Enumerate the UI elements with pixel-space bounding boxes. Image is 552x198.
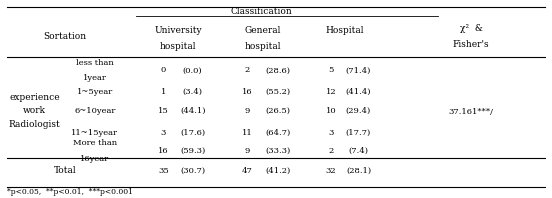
Text: 11~15year: 11~15year <box>71 129 119 137</box>
Text: 16: 16 <box>158 147 169 155</box>
Text: 35: 35 <box>158 167 169 175</box>
Text: (29.4): (29.4) <box>346 107 371 115</box>
Text: (59.3): (59.3) <box>180 147 205 155</box>
Text: Classification: Classification <box>230 7 292 16</box>
Text: Hospital: Hospital <box>326 26 364 35</box>
Text: 3: 3 <box>328 129 334 137</box>
Text: Sortation: Sortation <box>43 32 86 41</box>
Text: 2: 2 <box>245 67 250 74</box>
Text: 1~5year: 1~5year <box>77 88 113 96</box>
Text: (17.7): (17.7) <box>346 129 371 137</box>
Text: 12: 12 <box>326 88 336 96</box>
Text: (64.7): (64.7) <box>265 129 290 137</box>
Text: (3.4): (3.4) <box>183 88 203 96</box>
Text: experience: experience <box>9 93 60 102</box>
Text: (55.2): (55.2) <box>265 88 290 96</box>
Text: (41.2): (41.2) <box>265 167 290 175</box>
Text: 5: 5 <box>328 67 334 74</box>
Text: 0: 0 <box>161 67 166 74</box>
Text: work: work <box>23 106 46 115</box>
Text: Radiologist: Radiologist <box>9 120 60 129</box>
Text: (71.4): (71.4) <box>346 67 371 74</box>
Text: 3: 3 <box>161 129 166 137</box>
Text: 9: 9 <box>245 147 250 155</box>
Text: 16year: 16year <box>81 155 109 163</box>
Text: 1: 1 <box>161 88 166 96</box>
Text: University: University <box>155 26 202 35</box>
Text: 6~10year: 6~10year <box>74 107 115 115</box>
Text: 2: 2 <box>328 147 333 155</box>
Text: 1year: 1year <box>83 74 107 82</box>
Text: Fisher's: Fisher's <box>453 40 489 49</box>
Text: More than: More than <box>73 139 117 148</box>
Text: hospital: hospital <box>160 42 197 51</box>
Text: (0.0): (0.0) <box>183 67 203 74</box>
Text: (28.6): (28.6) <box>266 67 290 74</box>
Text: (7.4): (7.4) <box>348 147 368 155</box>
Text: (41.4): (41.4) <box>346 88 371 96</box>
Text: 32: 32 <box>326 167 336 175</box>
Text: (33.3): (33.3) <box>265 147 290 155</box>
Text: χ²  &: χ² & <box>460 24 482 33</box>
Text: (28.1): (28.1) <box>346 167 371 175</box>
Text: hospital: hospital <box>245 42 281 51</box>
Text: 37.161***/: 37.161***/ <box>449 108 493 116</box>
Text: (30.7): (30.7) <box>180 167 205 175</box>
Text: 10: 10 <box>326 107 336 115</box>
Text: 16: 16 <box>242 88 253 96</box>
Text: 47: 47 <box>242 167 253 175</box>
Text: Total: Total <box>54 166 76 175</box>
Text: *p<0.05,  **p<0.01,  ***p<0.001: *p<0.05, **p<0.01, ***p<0.001 <box>7 188 133 196</box>
Text: General: General <box>245 26 281 35</box>
Text: (44.1): (44.1) <box>180 107 205 115</box>
Text: less than: less than <box>76 59 114 67</box>
Text: 9: 9 <box>245 107 250 115</box>
Text: (26.5): (26.5) <box>266 107 290 115</box>
Text: (17.6): (17.6) <box>180 129 205 137</box>
Text: 11: 11 <box>242 129 253 137</box>
Text: 15: 15 <box>158 107 169 115</box>
